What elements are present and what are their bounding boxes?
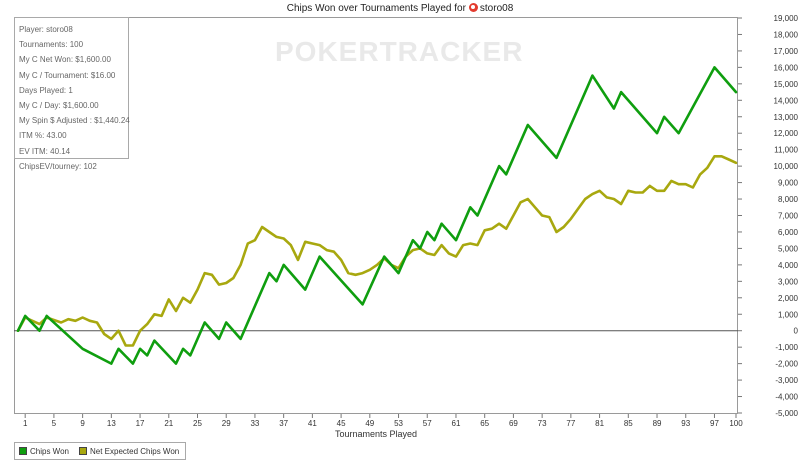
chart-title-text: Chips Won over Tournaments Played for <box>286 3 466 14</box>
x-tick-label: 25 <box>193 419 202 428</box>
y-tick-label: -4,000 <box>775 393 798 402</box>
x-tick-label: 21 <box>164 419 173 428</box>
y-tick-label: 3,000 <box>778 277 799 286</box>
x-tick-label: 37 <box>279 419 288 428</box>
y-tick-label: 16,000 <box>774 63 799 72</box>
x-tick-label: 65 <box>480 419 489 428</box>
y-tick-label: 2,000 <box>778 294 799 303</box>
y-tick-label: 7,000 <box>778 212 799 221</box>
y-tick-label: 0 <box>794 327 799 336</box>
series-line-chips-won <box>16 66 738 365</box>
stat-itm-percent: ITM %: 43.00 <box>19 131 67 141</box>
y-tick-label: 19,000 <box>774 14 799 23</box>
x-tick-label: 53 <box>394 419 403 428</box>
stat-spin-adjusted: My Spin $ Adjusted : $1,440.24 <box>19 116 130 126</box>
x-tick-label: 81 <box>595 419 604 428</box>
x-tick-label: 57 <box>423 419 432 428</box>
legend-item-net-expected[interactable]: Net Expected Chips Won <box>78 446 180 456</box>
y-tick-label: 1,000 <box>778 310 799 319</box>
x-tick-label: 97 <box>710 419 719 428</box>
y-tick-label: 17,000 <box>774 47 799 56</box>
chart-title: Chips Won over Tournaments Played for sto… <box>0 3 800 14</box>
stat-per-day: My C / Day: $1,600.00 <box>19 101 99 111</box>
plot-area <box>14 17 738 414</box>
y-tick-label: -3,000 <box>775 376 798 385</box>
x-tick-label: 33 <box>250 419 259 428</box>
x-tick-label: 89 <box>653 419 662 428</box>
x-tick-label: 85 <box>624 419 633 428</box>
legend-swatch-net-expected <box>78 447 87 455</box>
x-tick-label: 49 <box>365 419 374 428</box>
y-tick-label: 10,000 <box>774 162 799 171</box>
stat-per-tournament: My C / Tournament: $16.00 <box>19 70 116 80</box>
y-tick-label: 5,000 <box>778 244 799 253</box>
stat-chipsev-per-tourney: ChipsEV/tourney: 102 <box>19 161 97 171</box>
x-tick-label: 17 <box>136 419 145 428</box>
x-tick-label: 61 <box>452 419 461 428</box>
legend-label-net-expected: Net Expected Chips Won <box>89 446 180 456</box>
legend-label-chips-won: Chips Won <box>30 446 69 456</box>
y-tick-label: 11,000 <box>774 146 798 155</box>
stat-tournaments: Tournaments: 100 <box>19 40 84 50</box>
y-tick-label: 4,000 <box>778 261 799 270</box>
x-tick-label: 29 <box>222 419 231 428</box>
y-tick-label: 18,000 <box>774 30 799 39</box>
stat-net-won: My C Net Won: $1,600.00 <box>19 55 111 65</box>
chart-legend: Chips Won Net Expected Chips Won <box>14 442 187 460</box>
x-tick-label: 41 <box>308 419 317 428</box>
x-tick-label: 5 <box>52 419 57 428</box>
x-tick-label: 77 <box>566 419 575 428</box>
y-tick-label: 15,000 <box>774 80 799 89</box>
x-tick-label: 1 <box>23 419 28 428</box>
stat-ev-itm: EV ITM: 40.14 <box>19 146 71 156</box>
stat-days-played: Days Played: 1 <box>19 85 73 95</box>
x-tick-label: 45 <box>337 419 346 428</box>
y-tick-label: 12,000 <box>774 129 799 138</box>
series-line-net-expected <box>16 155 738 347</box>
pokerstars-icon <box>468 3 478 12</box>
x-tick-label: 9 <box>80 419 85 428</box>
x-tick-label: 13 <box>107 419 116 428</box>
y-tick-label: 13,000 <box>774 113 799 122</box>
y-tick-label: -5,000 <box>775 409 798 418</box>
legend-swatch-chips-won <box>19 447 27 455</box>
y-tick-label: 9,000 <box>778 179 799 188</box>
x-tick-label: 73 <box>538 419 547 428</box>
x-tick-label: 93 <box>681 419 690 428</box>
y-tick-label: 8,000 <box>778 195 799 204</box>
y-tick-label: 6,000 <box>778 228 799 237</box>
pokertracker-watermark: POKERTRACKER <box>275 36 524 67</box>
stat-player: Player: storo08 <box>19 25 73 34</box>
y-tick-label: -1,000 <box>775 343 798 352</box>
x-axis-title: Tournaments Played <box>335 429 417 439</box>
y-tick-label: 14,000 <box>774 96 799 105</box>
y-tick-label: -2,000 <box>775 360 798 369</box>
stats-panel: Player: storo08 Tournaments: 100 My C Ne… <box>14 17 130 171</box>
legend-item-chips-won[interactable]: Chips Won <box>19 447 69 456</box>
x-tick-label: 69 <box>509 419 518 428</box>
x-tick-label: 100 <box>729 419 743 428</box>
chart-title-player: storo08 <box>479 3 514 14</box>
